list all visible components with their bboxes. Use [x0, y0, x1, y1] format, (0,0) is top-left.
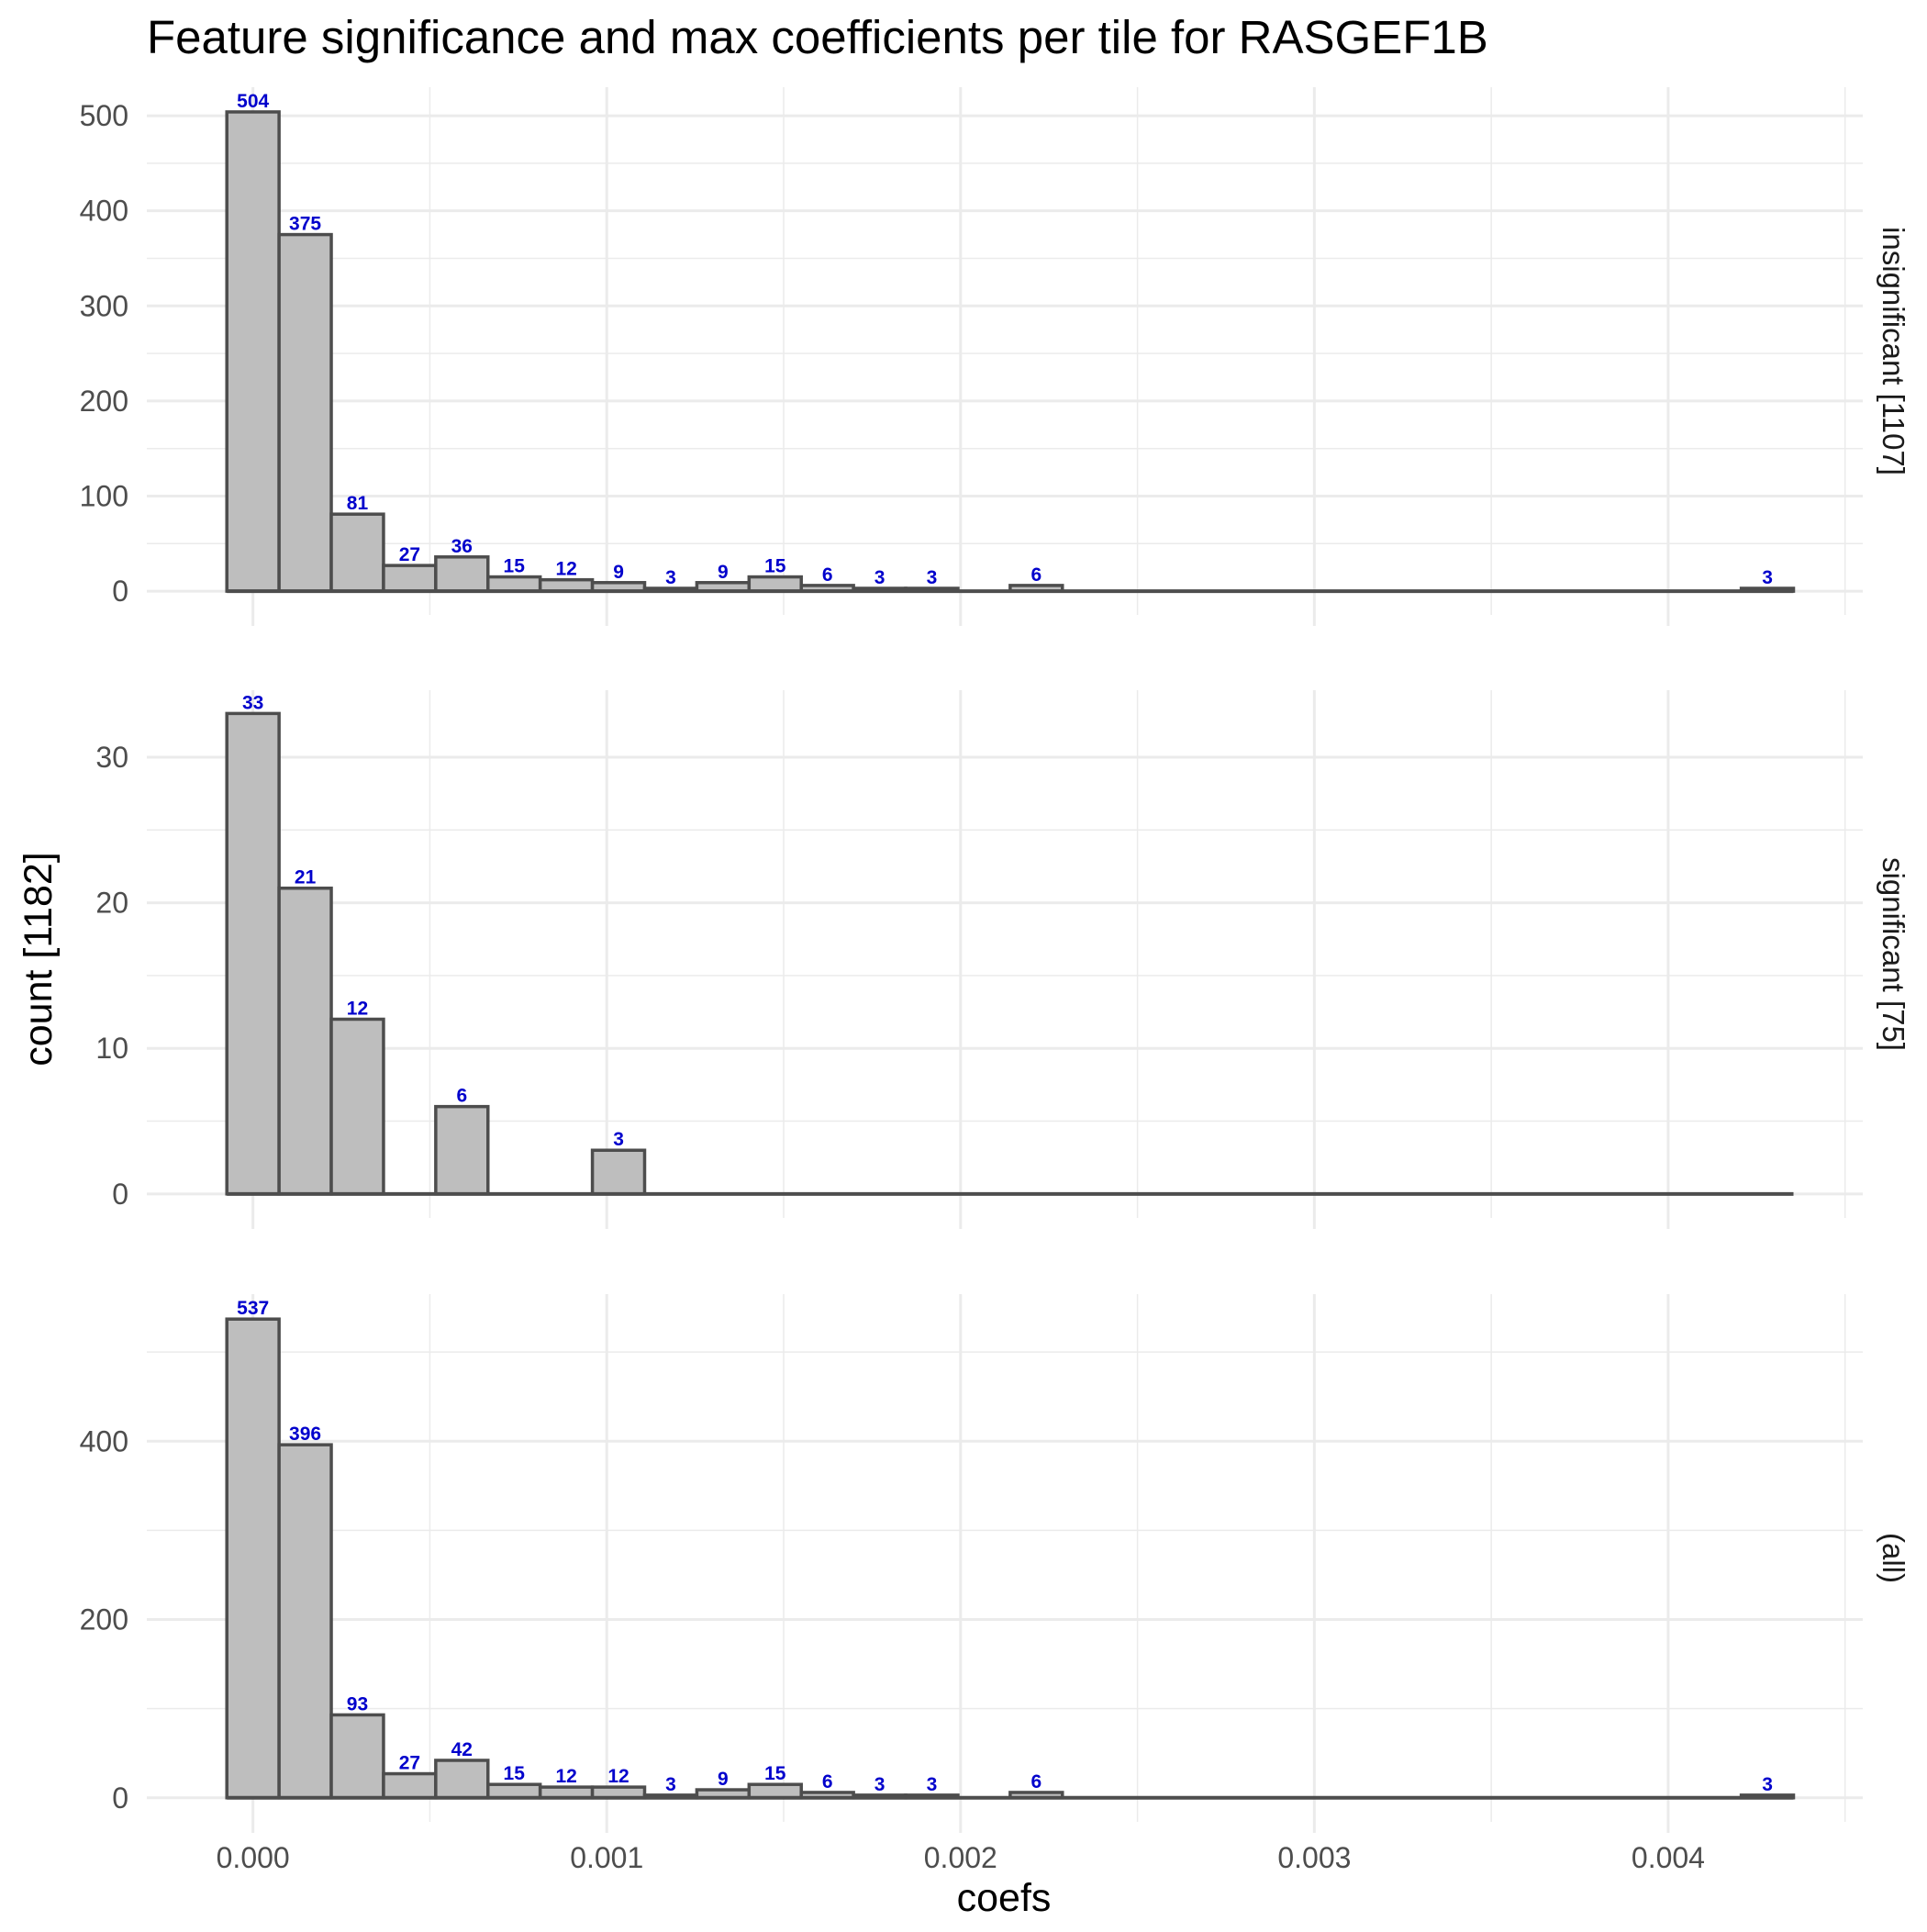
bar-value-label: 21	[295, 867, 317, 888]
bar-value-label: 6	[822, 1771, 833, 1792]
histogram-bar	[747, 1782, 803, 1800]
bar-value-label: 27	[399, 544, 420, 565]
bar-value-label: 15	[764, 556, 786, 577]
histogram-bar	[434, 555, 490, 593]
bar-value-label: 3	[1762, 1774, 1773, 1795]
bar-value-label: 33	[242, 692, 263, 713]
bar-value-label: 15	[504, 556, 526, 577]
panel-2: 0 10 20 30 33 21 12 6 3 significant [75]	[95, 690, 1910, 1229]
histogram-bar	[277, 1443, 333, 1800]
bar-value-label: 3	[927, 1774, 938, 1795]
histogram-bar	[590, 1148, 647, 1196]
histogram-bar	[225, 1317, 281, 1800]
histogram-bar	[382, 1771, 438, 1800]
y-tick-label: 0	[112, 1178, 128, 1211]
facet-strip-label: (all)	[1877, 1533, 1910, 1583]
x-tick-label: 0.004	[1632, 1841, 1705, 1874]
histogram-bar	[382, 564, 438, 593]
bar-value-label: 3	[613, 1129, 624, 1150]
y-tick-label: 200	[80, 1603, 128, 1636]
bar-value-label: 3	[665, 1774, 676, 1795]
bar-value-label: 36	[451, 536, 473, 557]
histogram-bar	[225, 711, 281, 1196]
bar-value-label: 93	[347, 1693, 368, 1714]
histogram-bar	[747, 575, 803, 593]
bar-value-label: 3	[874, 1774, 886, 1795]
x-tick-label: 0.001	[570, 1841, 643, 1874]
histogram-bar	[329, 512, 385, 593]
bar-value-label: 396	[289, 1424, 321, 1445]
y-tick-label: 30	[95, 741, 128, 774]
x-tick-label: 0.003	[1277, 1841, 1351, 1874]
bar-value-label: 3	[927, 567, 938, 588]
y-tick-label: 10	[95, 1032, 128, 1065]
histogram-bar	[434, 1759, 490, 1800]
x-tick-label: 0.002	[924, 1841, 997, 1874]
bar-value-label: 9	[613, 562, 624, 583]
bar-value-label: 3	[1762, 567, 1773, 588]
facet-strip-label: significant [75]	[1877, 857, 1910, 1051]
y-tick-label: 400	[80, 195, 128, 228]
bar-value-label: 6	[1030, 564, 1041, 586]
facet-strip-label: insignificant [1107]	[1877, 227, 1910, 475]
y-tick-label: 0	[112, 1781, 128, 1815]
bar-value-label: 3	[874, 567, 886, 588]
histogram-bar	[434, 1104, 490, 1196]
bar-value-label: 3	[665, 567, 676, 588]
bar-value-label: 12	[347, 998, 368, 1019]
y-tick-label: 300	[80, 289, 128, 322]
y-tick-label: 0	[112, 575, 128, 608]
bar-value-label: 6	[456, 1086, 467, 1107]
y-tick-label: 200	[80, 385, 128, 418]
y-tick-label: 500	[80, 99, 128, 132]
bar-value-label: 42	[451, 1739, 473, 1760]
bar-value-label: 9	[718, 562, 729, 583]
bar-value-label: 9	[718, 1769, 729, 1790]
bar-value-label: 504	[237, 91, 269, 112]
bar-value-label: 375	[289, 214, 321, 235]
histogram-bar	[329, 1713, 385, 1800]
x-tick-label: 0.000	[217, 1841, 290, 1874]
y-tick-label: 400	[80, 1424, 128, 1457]
bar-value-label: 537	[237, 1298, 269, 1319]
histogram-bar	[225, 110, 281, 593]
bar-value-label: 15	[764, 1763, 786, 1784]
bar-value-label: 15	[504, 1763, 526, 1784]
y-tick-label: 20	[95, 887, 128, 920]
y-tick-label: 100	[80, 479, 128, 512]
histogram-bar	[329, 1017, 385, 1196]
panel-3: 0 200 400 537 396 93 27 42 15 12 12 3 9 15 6 3 3 6 3 (all) 0…	[80, 1294, 1910, 1874]
histogram-bar	[277, 886, 333, 1196]
chart-title: Feature significance and max coefficient…	[147, 11, 1488, 63]
histogram-bar	[486, 1782, 542, 1800]
bar-value-label: 12	[555, 559, 576, 580]
bar-value-label: 27	[399, 1753, 420, 1774]
histogram-bar	[277, 232, 333, 593]
histogram-bar	[486, 575, 542, 593]
bar-value-label: 6	[1030, 1771, 1041, 1792]
bar-value-label: 81	[347, 493, 369, 514]
x-axis-title: coefs	[957, 1876, 1052, 1920]
bar-value-label: 12	[555, 1766, 576, 1787]
bar-value-label: 12	[607, 1766, 629, 1787]
bar-value-label: 6	[822, 564, 833, 586]
y-axis-title: count [1182]	[17, 852, 61, 1067]
